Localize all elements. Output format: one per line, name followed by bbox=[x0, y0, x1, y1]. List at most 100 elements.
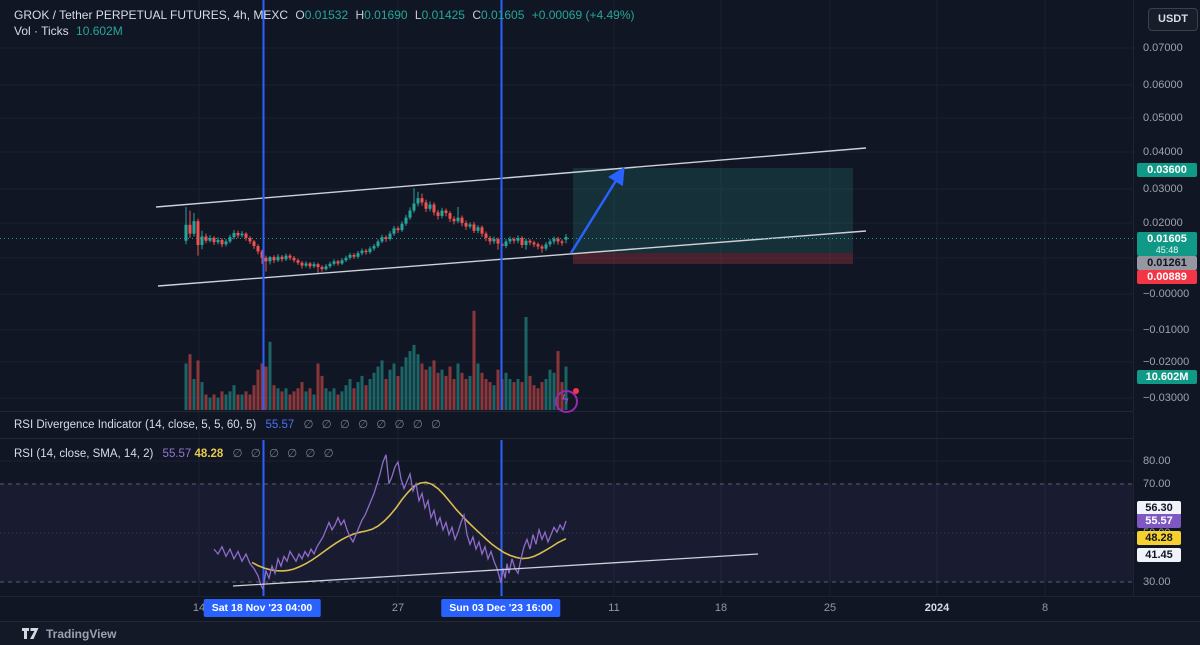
candle-body bbox=[328, 263, 332, 267]
time-tick-label: 8 bbox=[1041, 602, 1049, 614]
rsi-badge-55.57: 55.57 bbox=[1137, 514, 1181, 528]
volume-bar bbox=[220, 391, 224, 410]
candle-body bbox=[360, 250, 364, 254]
trend-channel-lines[interactable] bbox=[155, 147, 867, 287]
price-axis[interactable]: USDT 0.07000 0.06000 0.05000 0.04000 0.03000… bbox=[1133, 0, 1200, 596]
price-badge-0.03600: 0.03600 bbox=[1137, 163, 1197, 177]
volume-bar bbox=[236, 394, 240, 410]
volume-bar bbox=[200, 382, 204, 410]
candle-body bbox=[472, 224, 476, 231]
volume-bar bbox=[432, 360, 436, 410]
candle-body bbox=[536, 244, 540, 247]
rsi-sma-line bbox=[251, 481, 567, 572]
candle-body bbox=[268, 257, 272, 262]
candle-body bbox=[544, 244, 548, 249]
lightning-bolt-icon: ϟ bbox=[561, 393, 570, 408]
candle-body bbox=[444, 210, 448, 214]
price-badge-0.00889: 0.00889 bbox=[1137, 270, 1197, 284]
price-axis-label: 0.06000 bbox=[1143, 79, 1183, 91]
price-axis-label: 0.04000 bbox=[1143, 146, 1183, 158]
volume-bar bbox=[212, 394, 216, 410]
candle-body bbox=[524, 240, 528, 246]
rsi-axis-label: 80.00 bbox=[1143, 455, 1171, 467]
candle-body bbox=[332, 261, 336, 264]
volume-bar bbox=[484, 379, 488, 410]
candle-body bbox=[296, 260, 300, 263]
close-value: 0.01605 bbox=[481, 8, 525, 22]
volume-bar bbox=[548, 369, 552, 410]
rsi-indicator-row[interactable]: RSI (14, close, SMA, 14, 2) 55.57 48.28 … bbox=[14, 446, 334, 460]
candle-body bbox=[452, 218, 456, 222]
volume-bar bbox=[248, 394, 252, 410]
vertical-date-lines[interactable] bbox=[262, 0, 503, 596]
vline-date-badge[interactable]: Sun 03 Dec '23 16:00 bbox=[441, 599, 561, 617]
volume-bar bbox=[472, 310, 476, 410]
chart-canvas[interactable] bbox=[0, 0, 1133, 596]
volume-bar bbox=[216, 397, 220, 410]
volume-bar bbox=[460, 372, 464, 410]
stop-loss-box[interactable] bbox=[573, 253, 853, 264]
tradingview-brand-link[interactable]: TradingView bbox=[46, 626, 117, 641]
volume-bar bbox=[404, 357, 408, 410]
volume-bar bbox=[228, 391, 232, 410]
volume-bar bbox=[544, 379, 548, 410]
symbol-title[interactable]: GROK / Tether PERPETUAL FUTURES, 4h, MEX… bbox=[14, 8, 289, 22]
divergence-empty-values: ∅ ∅ ∅ ∅ ∅ ∅ ∅ ∅ bbox=[303, 419, 441, 431]
low-label: L bbox=[414, 8, 422, 22]
candle-body bbox=[436, 212, 440, 216]
volume-bar bbox=[400, 366, 404, 410]
channel-lower-line[interactable] bbox=[157, 230, 867, 287]
candle-body bbox=[272, 257, 276, 261]
channel-upper-line[interactable] bbox=[155, 147, 867, 208]
time-axis[interactable]: 14 27 11 18 25 2024 8 Sat 18 Nov '23 04:00 Sun 0… bbox=[0, 596, 1200, 621]
divergence-indicator-label[interactable]: RSI Divergence Indicator (14, close, 5, … bbox=[14, 419, 257, 431]
vline-date-badge[interactable]: Sat 18 Nov '23 04:00 bbox=[203, 599, 321, 617]
candle-body bbox=[284, 255, 288, 260]
volume-bar bbox=[184, 363, 188, 410]
candle-body bbox=[316, 264, 320, 268]
currency-toggle-button[interactable]: USDT bbox=[1148, 8, 1198, 31]
candle-body bbox=[392, 228, 396, 234]
trend-arrow-drawing[interactable] bbox=[569, 166, 625, 254]
candle-body bbox=[496, 238, 500, 244]
volume-bar bbox=[328, 391, 332, 410]
rsi-badge-48.28: 48.28 bbox=[1137, 531, 1181, 545]
lightning-alert-icon[interactable]: ϟ bbox=[555, 388, 579, 413]
volume-bar bbox=[196, 360, 200, 410]
volume-label[interactable]: Vol · Ticks bbox=[14, 24, 69, 38]
rsi-divergence-trendline[interactable] bbox=[232, 553, 759, 587]
rsi-indicator-label[interactable]: RSI (14, close, SMA, 14, 2) bbox=[14, 448, 154, 460]
volume-bar bbox=[308, 388, 312, 410]
candle-body bbox=[320, 267, 324, 270]
volume-bar bbox=[224, 394, 228, 410]
projection-arrow[interactable] bbox=[569, 166, 625, 254]
volume-bar bbox=[316, 363, 320, 410]
volume-bar bbox=[300, 382, 304, 410]
candle-body bbox=[300, 262, 304, 266]
lightning-ring bbox=[555, 390, 578, 413]
candle-body bbox=[224, 241, 228, 245]
candle-body bbox=[280, 256, 284, 260]
time-tick-label: 11 bbox=[608, 602, 620, 614]
volume-bar bbox=[244, 391, 248, 410]
candle-body bbox=[220, 240, 224, 245]
volume-bar bbox=[256, 369, 260, 410]
price-badge-10.602M: 10.602M bbox=[1137, 370, 1197, 384]
price-axis-label: 0.07000 bbox=[1143, 42, 1183, 54]
volume-bar bbox=[348, 379, 352, 410]
candle-body bbox=[364, 250, 368, 253]
candle-body bbox=[520, 237, 524, 246]
volume-bar bbox=[272, 385, 276, 410]
candle-body bbox=[552, 238, 556, 242]
candle-body bbox=[388, 233, 392, 239]
divergence-indicator-row[interactable]: RSI Divergence Indicator (14, close, 5, … bbox=[14, 417, 441, 431]
volume-bars bbox=[184, 310, 568, 410]
rsi-badge-56.30: 56.30 bbox=[1137, 501, 1181, 515]
price-axis-label: 0.05000 bbox=[1143, 112, 1183, 124]
candle-body bbox=[256, 246, 260, 252]
volume-bar bbox=[252, 385, 256, 410]
candle-body bbox=[504, 241, 508, 247]
volume-bar bbox=[396, 375, 400, 410]
candle-body bbox=[484, 233, 488, 238]
notification-dot bbox=[573, 388, 579, 394]
